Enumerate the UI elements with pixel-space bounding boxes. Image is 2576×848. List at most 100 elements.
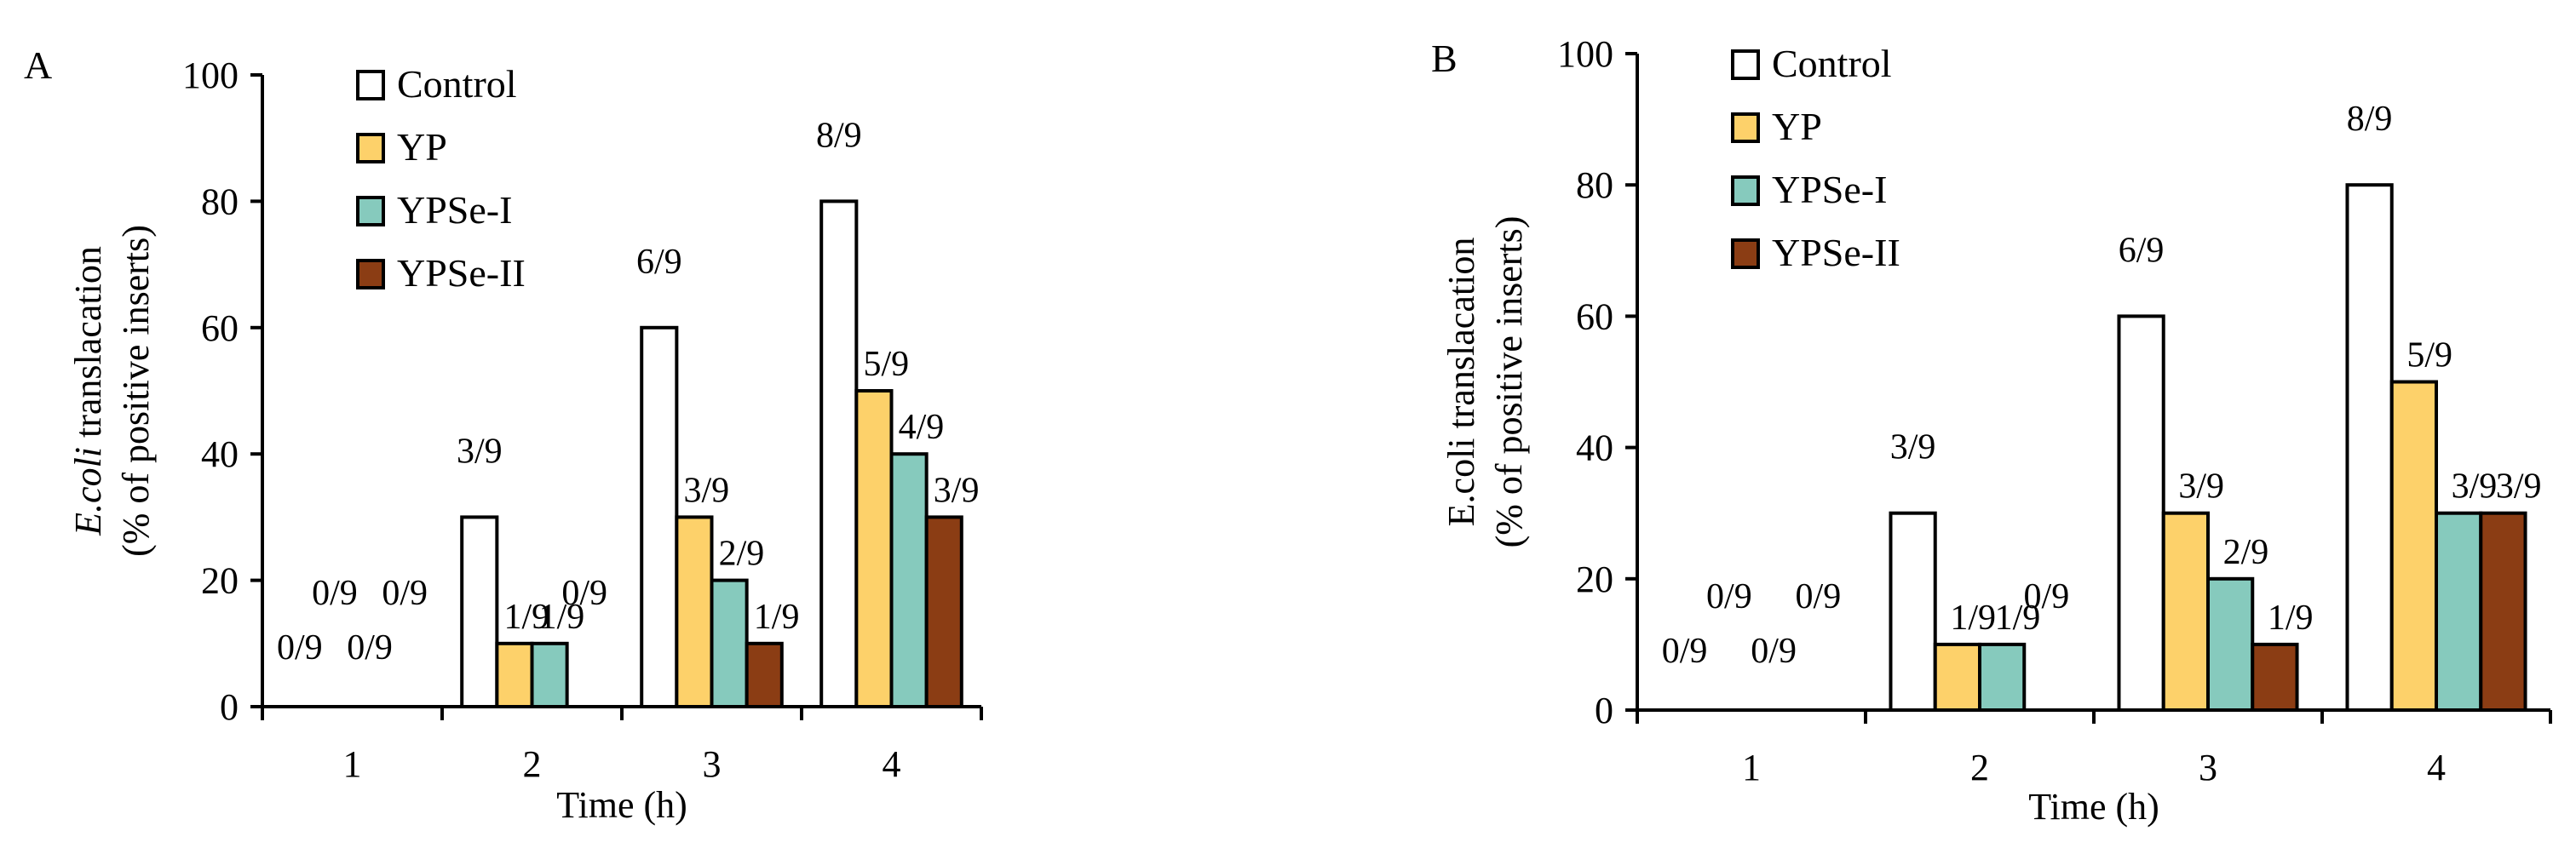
legend-swatch bbox=[356, 70, 385, 100]
x-tick-label: 4 bbox=[2427, 747, 2446, 788]
bar bbox=[2206, 576, 2255, 712]
data-label: 0/9 bbox=[1706, 577, 1752, 616]
legend-label: YPSe-I bbox=[1772, 168, 1887, 211]
x-tick-label: 2 bbox=[1970, 747, 1989, 788]
bar bbox=[2389, 380, 2438, 712]
bar bbox=[2251, 642, 2299, 713]
data-label: 1/9 bbox=[2268, 599, 2314, 638]
y-axis-title-line2: (% of positive inserts) bbox=[1488, 216, 1530, 548]
data-label: 4/9 bbox=[899, 408, 945, 447]
bar bbox=[819, 199, 859, 708]
legend-swatch bbox=[356, 259, 385, 289]
data-label: 3/9 bbox=[2178, 467, 2224, 507]
x-tick-label: 1 bbox=[343, 743, 362, 785]
data-label: 6/9 bbox=[636, 243, 682, 282]
bar bbox=[460, 515, 499, 709]
data-label: 0/9 bbox=[561, 574, 607, 613]
x-axis-title: Time (h) bbox=[2028, 786, 2159, 828]
bar bbox=[2435, 511, 2483, 713]
y-axis-title-text: translacation bbox=[67, 246, 109, 447]
data-label: 0/9 bbox=[312, 574, 358, 613]
legend-label: YP bbox=[1772, 105, 1822, 148]
data-label: 3/9 bbox=[457, 432, 503, 471]
data-label: 0/9 bbox=[277, 628, 323, 668]
chart-panel-a: A 0 20 40 60 80 100 1 2 3 4 Time (h) E.coli translac… bbox=[24, 43, 983, 826]
data-label: 3/9 bbox=[2496, 467, 2542, 507]
data-label: 1/9 bbox=[503, 598, 549, 637]
bar bbox=[854, 389, 894, 708]
bar bbox=[924, 515, 963, 709]
y-tick-label: 80 bbox=[1576, 164, 1613, 206]
data-label: 8/9 bbox=[2347, 100, 2393, 139]
y-axis-title-text: E.coli translacation bbox=[1440, 238, 1482, 527]
legend-swatch bbox=[1731, 175, 1760, 206]
x-tick-label: 3 bbox=[703, 743, 722, 785]
y-tick-label: 60 bbox=[201, 307, 239, 349]
y-axis-title-line2: (% of positive inserts) bbox=[115, 225, 157, 557]
legend-label: YPSe-II bbox=[397, 251, 526, 295]
legend-swatch bbox=[1731, 49, 1760, 80]
legend-swatch bbox=[1731, 112, 1760, 143]
bar bbox=[889, 452, 929, 708]
data-label: 3/9 bbox=[934, 471, 980, 510]
data-label: 8/9 bbox=[816, 116, 862, 155]
bar bbox=[1933, 642, 1981, 713]
y-tick-label: 100 bbox=[182, 54, 239, 96]
legend-label: YPSe-II bbox=[1772, 231, 1900, 274]
legend-swatch bbox=[356, 133, 385, 163]
y-tick-label: 40 bbox=[1576, 427, 1613, 469]
y-tick-label: 60 bbox=[1576, 295, 1613, 337]
data-label: 1/9 bbox=[539, 598, 585, 637]
data-label: 0/9 bbox=[1751, 632, 1797, 671]
bar bbox=[2479, 511, 2527, 713]
x-tick-label: 3 bbox=[2199, 747, 2217, 788]
bar bbox=[710, 578, 749, 708]
y-tick-label: 100 bbox=[1557, 33, 1613, 75]
legend-label: Control bbox=[1772, 42, 1892, 85]
data-label: 3/9 bbox=[1890, 428, 1936, 467]
y-axis-title: E.coli translacation bbox=[1440, 238, 1482, 527]
data-label: 3/9 bbox=[683, 471, 729, 510]
bar bbox=[495, 641, 534, 708]
data-label: 2/9 bbox=[719, 535, 765, 574]
chart-panel-b: B 0 20 40 60 80 100 1 2 3 4 Time (h) E.coli translac… bbox=[1431, 33, 2552, 828]
bar bbox=[2117, 314, 2165, 712]
x-tick-label: 4 bbox=[883, 743, 901, 785]
data-label: 1/9 bbox=[1950, 599, 1996, 638]
x-tick-label: 2 bbox=[523, 743, 542, 785]
y-tick-label: 80 bbox=[201, 180, 239, 222]
bar bbox=[640, 325, 679, 708]
data-label: 0/9 bbox=[1796, 577, 1842, 616]
y-tick-label: 20 bbox=[201, 560, 239, 602]
data-label: 1/9 bbox=[1995, 599, 2041, 638]
x-tick-label: 1 bbox=[1742, 747, 1761, 788]
bar bbox=[2161, 511, 2210, 713]
data-label: 3/9 bbox=[2452, 467, 2498, 507]
bar bbox=[1978, 642, 2027, 713]
panel-label: A bbox=[24, 43, 52, 87]
data-label: 0/9 bbox=[382, 574, 428, 613]
bar bbox=[745, 641, 784, 708]
y-tick-label: 0 bbox=[220, 686, 239, 728]
panel-label: B bbox=[1431, 37, 1458, 80]
data-label: 2/9 bbox=[2223, 533, 2269, 572]
legend-label: YP bbox=[397, 125, 447, 169]
data-label: 6/9 bbox=[2119, 231, 2165, 270]
data-label: 5/9 bbox=[863, 345, 909, 384]
data-label: 0/9 bbox=[2024, 577, 2070, 616]
y-axis-title: E.coli translacation bbox=[67, 246, 109, 536]
legend-swatch bbox=[1731, 238, 1760, 269]
x-axis-title: Time (h) bbox=[556, 784, 687, 826]
legend-label: YPSe-I bbox=[397, 188, 512, 232]
y-axis-title-italic: E.coli bbox=[67, 447, 109, 536]
bar bbox=[1889, 511, 1937, 713]
bar bbox=[530, 641, 569, 708]
legend-label: Control bbox=[397, 62, 517, 106]
data-label: 5/9 bbox=[2406, 336, 2452, 375]
data-label: 0/9 bbox=[347, 628, 393, 668]
y-tick-label: 40 bbox=[201, 433, 239, 475]
y-tick-label: 0 bbox=[1595, 690, 1613, 731]
bar bbox=[675, 515, 714, 709]
y-tick-label: 20 bbox=[1576, 559, 1613, 600]
